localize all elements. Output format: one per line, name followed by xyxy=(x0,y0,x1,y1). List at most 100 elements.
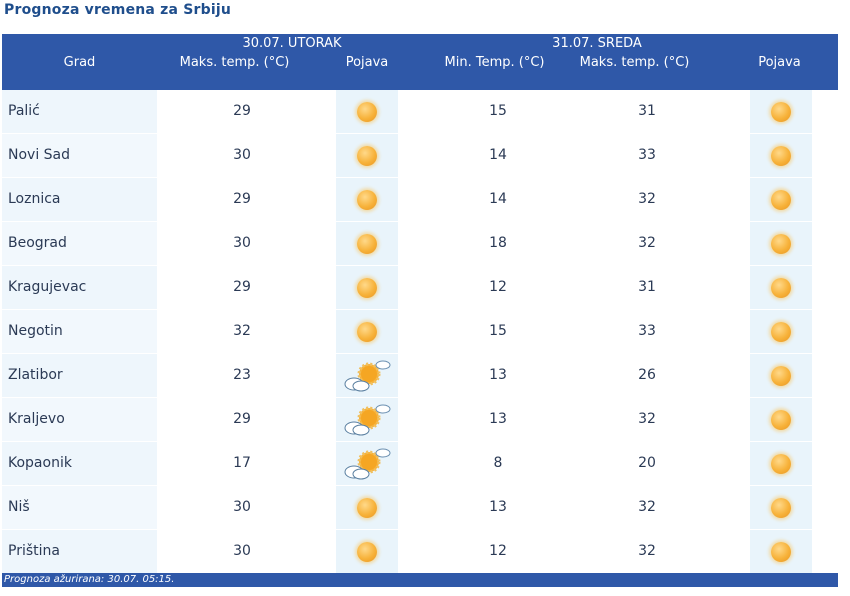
table-row: Kraljevo 29 13 32 xyxy=(2,398,838,442)
max-temp-day-2: 32 xyxy=(638,543,656,559)
sun-icon xyxy=(750,398,812,441)
max-temp-day-1: 23 xyxy=(157,354,327,397)
table-body: Palić 29 15 31 Novi Sad 30 14 33 Loznica 29 14 32 Be… xyxy=(2,90,838,574)
city-name: Negotin xyxy=(2,310,157,353)
max-temp-day-1: 30 xyxy=(157,486,327,529)
page-title: Prognoza vremena za Srbiju xyxy=(4,2,231,18)
partly-cloudy-icon xyxy=(336,442,398,485)
max-temp-day-1: 30 xyxy=(157,222,327,265)
table-row: Zlatibor 23 13 26 xyxy=(2,354,838,398)
max-temp-day-2: 33 xyxy=(638,147,656,163)
max-temp-day-2: 26 xyxy=(638,367,656,383)
table-row: Kragujevac 29 12 31 xyxy=(2,266,838,310)
sun-icon xyxy=(336,266,398,309)
sun-icon xyxy=(336,178,398,221)
table-header: Grad 30.07. UTORAK 31.07. SREDA Maks. te… xyxy=(2,34,838,90)
row-spacer xyxy=(812,134,838,177)
header-max-temp-1: Maks. temp. (°C) xyxy=(179,55,290,70)
max-temp-day-1: 29 xyxy=(157,266,327,309)
row-spacer xyxy=(812,90,838,133)
max-temp-day-1: 32 xyxy=(157,310,327,353)
table-row: Kopaonik 17 8 20 xyxy=(2,442,838,486)
row-spacer xyxy=(812,442,838,485)
max-temp-day-2: 31 xyxy=(638,103,656,119)
header-grad: Grad xyxy=(63,55,96,70)
city-name: Loznica xyxy=(2,178,157,221)
sun-icon xyxy=(750,486,812,529)
min-temp-day-2: 13 xyxy=(398,398,598,441)
row-spacer xyxy=(812,178,838,221)
header-day-2: 31.07. SREDA xyxy=(552,36,642,51)
max-temp-day-1: 17 xyxy=(157,442,327,485)
max-temp-day-1: 30 xyxy=(157,530,327,573)
max-temp-day-2: 32 xyxy=(638,235,656,251)
city-name: Niš xyxy=(2,486,157,529)
partly-cloudy-icon xyxy=(336,354,398,397)
max-temp-day-1: 29 xyxy=(157,178,327,221)
sun-icon xyxy=(750,442,812,485)
sun-icon xyxy=(750,134,812,177)
min-temp-day-2: 15 xyxy=(398,310,598,353)
sun-icon xyxy=(336,222,398,265)
sun-icon xyxy=(750,530,812,573)
sun-icon xyxy=(750,354,812,397)
min-temp-day-2: 18 xyxy=(398,222,598,265)
max-temp-day-2: 33 xyxy=(638,323,656,339)
row-spacer xyxy=(812,530,838,573)
row-spacer xyxy=(812,486,838,529)
sun-icon xyxy=(336,310,398,353)
sun-icon xyxy=(336,90,398,133)
min-temp-day-2: 8 xyxy=(398,442,598,485)
min-temp-day-2: 12 xyxy=(398,266,598,309)
header-pojava-1: Pojava xyxy=(345,55,389,70)
partly-cloudy-icon xyxy=(336,398,398,441)
row-spacer xyxy=(812,310,838,353)
row-spacer xyxy=(812,398,838,441)
city-name: Kopaonik xyxy=(2,442,157,485)
table-row: Palić 29 15 31 xyxy=(2,90,838,134)
sun-icon xyxy=(336,134,398,177)
max-temp-day-1: 29 xyxy=(157,90,327,133)
max-temp-day-1: 30 xyxy=(157,134,327,177)
min-temp-day-2: 14 xyxy=(398,134,598,177)
city-name: Zlatibor xyxy=(2,354,157,397)
sun-icon xyxy=(336,530,398,573)
row-spacer xyxy=(812,266,838,309)
city-name: Beograd xyxy=(2,222,157,265)
table-row: Novi Sad 30 14 33 xyxy=(2,134,838,178)
header-day-1: 30.07. UTORAK xyxy=(242,36,342,51)
min-temp-day-2: 13 xyxy=(398,486,598,529)
sun-icon xyxy=(750,90,812,133)
row-spacer xyxy=(812,354,838,397)
min-temp-day-2: 15 xyxy=(398,90,598,133)
max-temp-day-2: 32 xyxy=(638,411,656,427)
city-name: Priština xyxy=(2,530,157,573)
city-name: Kraljevo xyxy=(2,398,157,441)
min-temp-day-2: 13 xyxy=(398,354,598,397)
sun-icon xyxy=(336,486,398,529)
table-row: Negotin 32 15 33 xyxy=(2,310,838,354)
max-temp-day-2: 32 xyxy=(638,191,656,207)
sun-icon xyxy=(750,310,812,353)
min-temp-day-2: 12 xyxy=(398,530,598,573)
sun-icon xyxy=(750,222,812,265)
footer-updated: Prognoza ažurirana: 30.07. 05:15. xyxy=(2,573,838,587)
table-row: Priština 30 12 32 xyxy=(2,530,838,574)
row-spacer xyxy=(812,222,838,265)
max-temp-day-2: 31 xyxy=(638,279,656,295)
header-max-temp-2: Maks. temp. (°C) xyxy=(579,55,690,70)
city-name: Novi Sad xyxy=(2,134,157,177)
city-name: Palić xyxy=(2,90,157,133)
min-temp-day-2: 14 xyxy=(398,178,598,221)
max-temp-day-1: 29 xyxy=(157,398,327,441)
table-row: Beograd 30 18 32 xyxy=(2,222,838,266)
table-row: Niš 30 13 32 xyxy=(2,486,838,530)
sun-icon xyxy=(750,266,812,309)
max-temp-day-2: 20 xyxy=(638,455,656,471)
sun-icon xyxy=(750,178,812,221)
forecast-table: Grad 30.07. UTORAK 31.07. SREDA Maks. te… xyxy=(2,34,838,574)
table-row: Loznica 29 14 32 xyxy=(2,178,838,222)
max-temp-day-2: 32 xyxy=(638,499,656,515)
header-min-temp-2: Min. Temp. (°C) xyxy=(444,55,545,70)
city-name: Kragujevac xyxy=(2,266,157,309)
